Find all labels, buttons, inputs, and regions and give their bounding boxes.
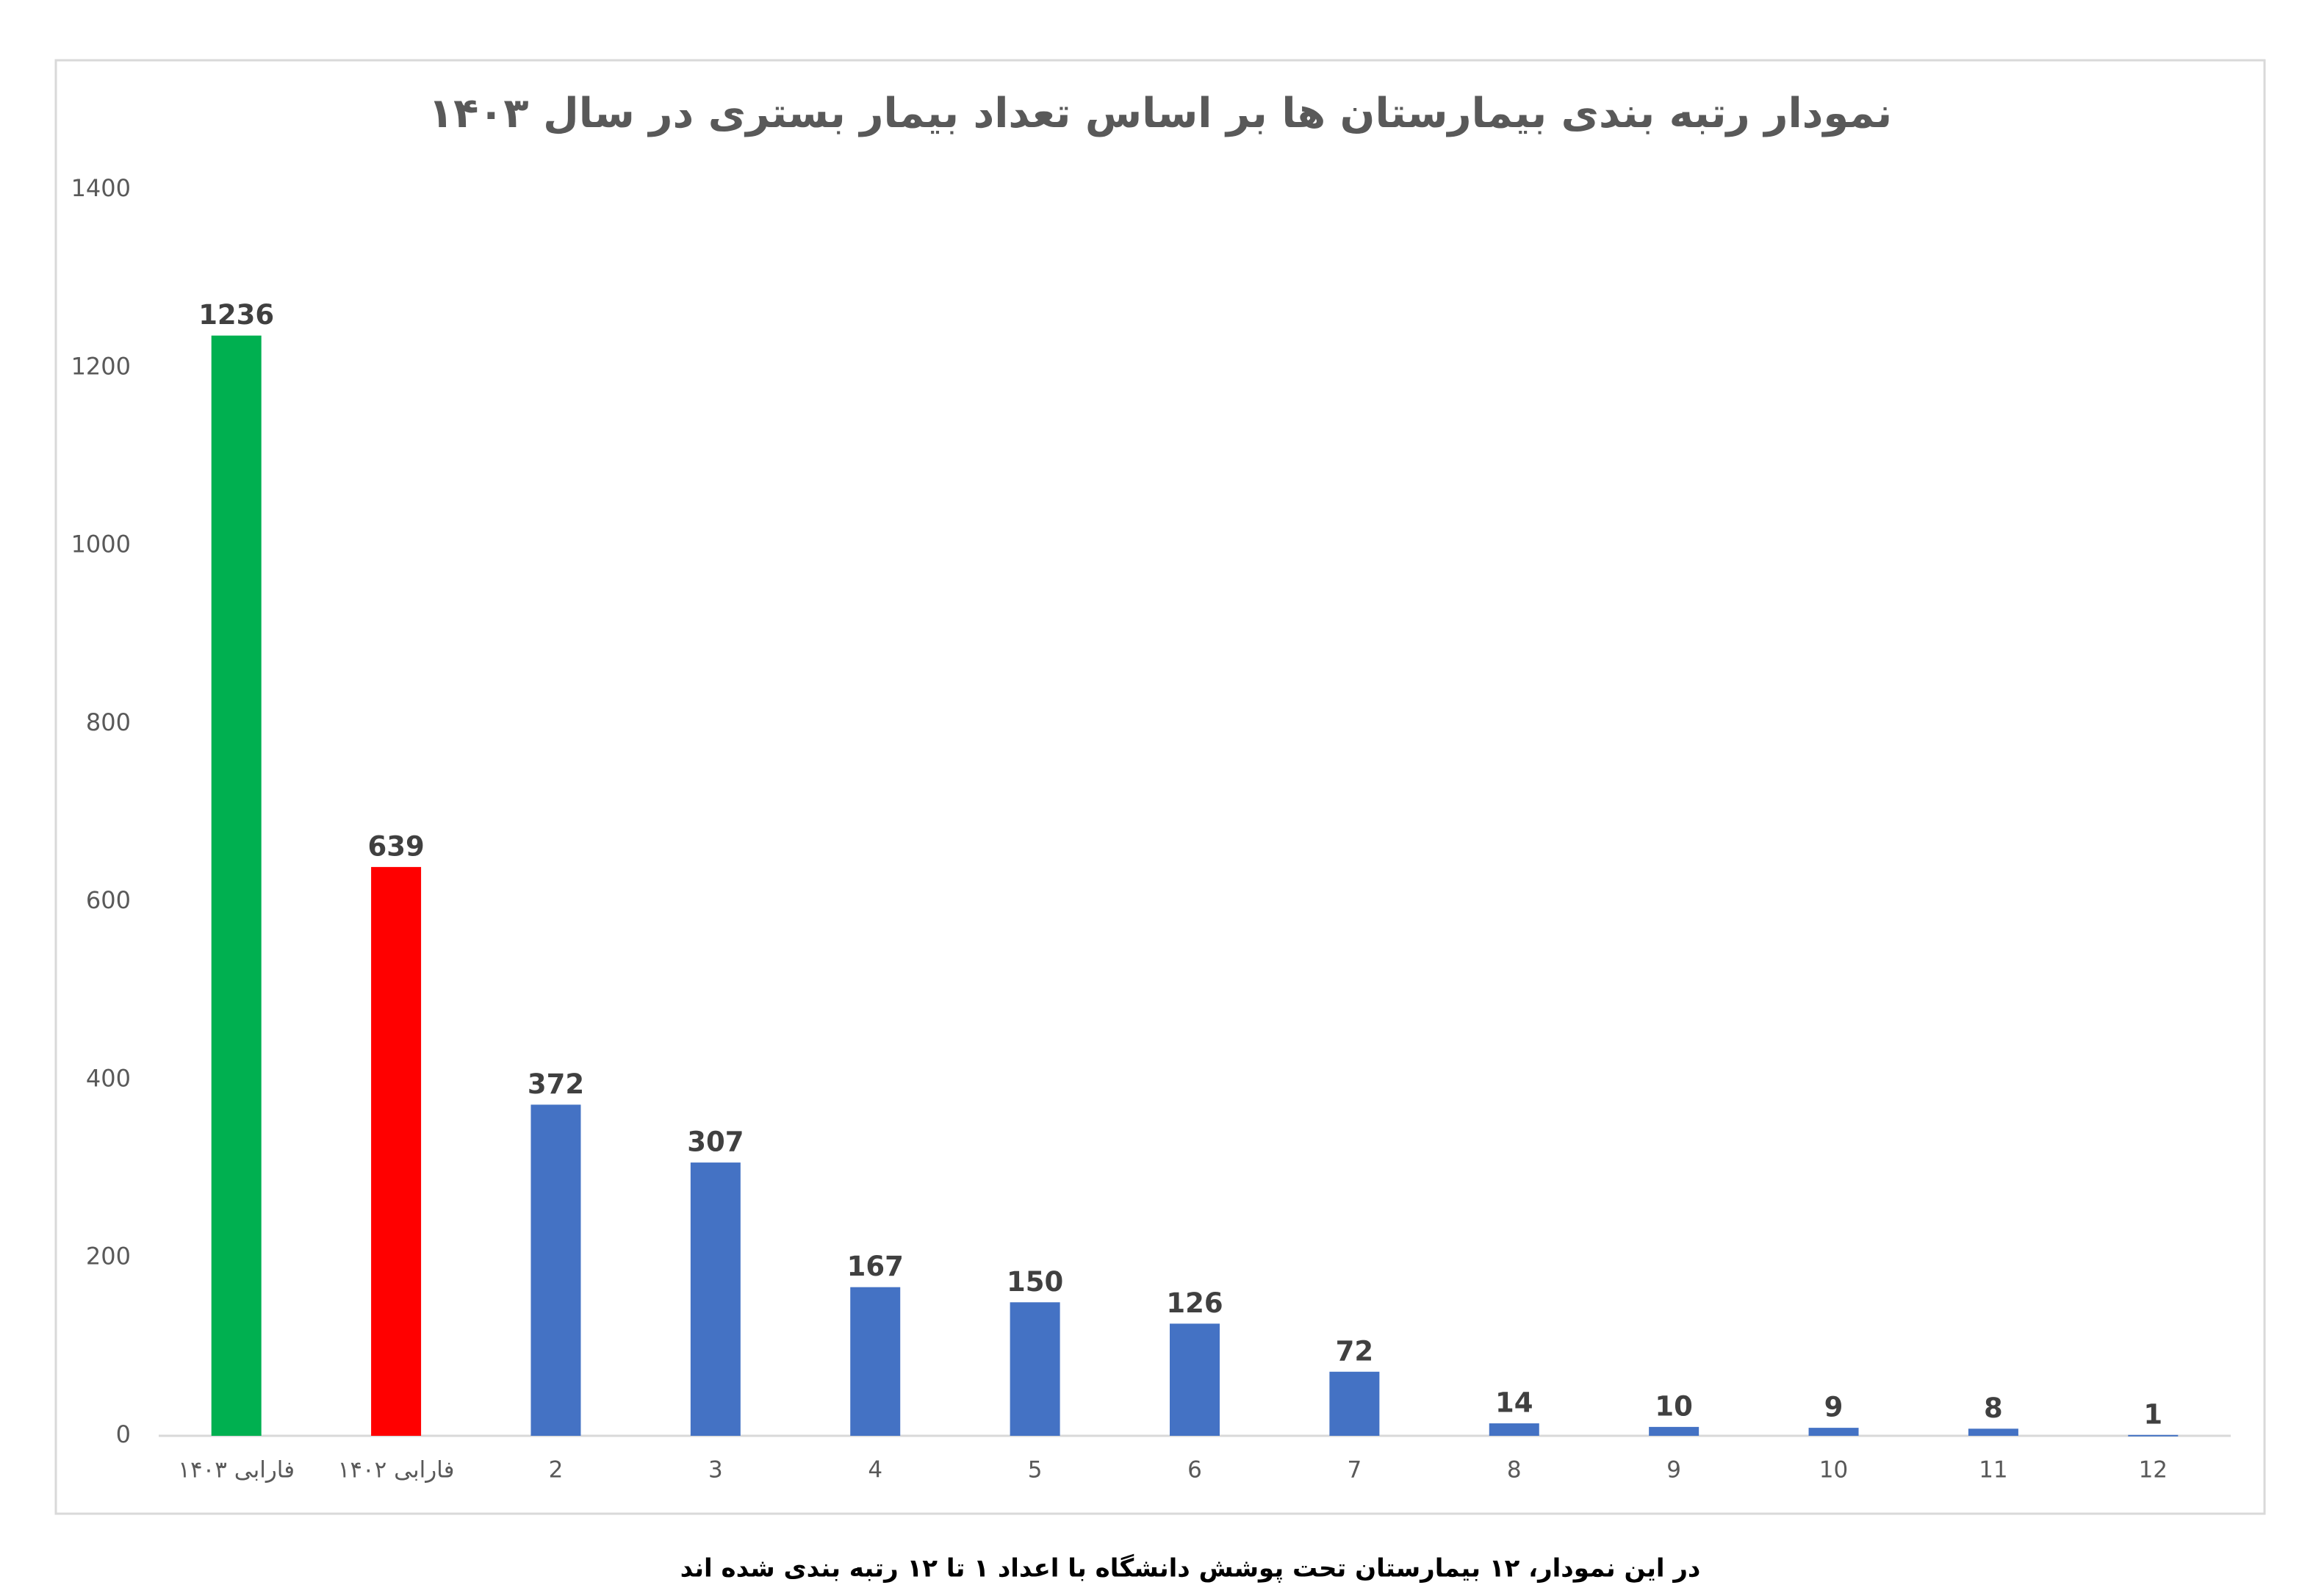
- x-tick-label: 6: [1187, 1457, 1202, 1484]
- data-label: 126: [1166, 1287, 1223, 1319]
- x-tick-label: 12: [2139, 1457, 2168, 1484]
- bar: [1808, 1428, 1859, 1436]
- bar: [850, 1287, 901, 1436]
- data-label: 372: [528, 1068, 584, 1100]
- y-tick-label: 400: [86, 1064, 131, 1092]
- x-tick-label: 5: [1028, 1457, 1043, 1484]
- x-tick-label: فارابی ۱۴۰۲: [338, 1457, 455, 1484]
- chart-title: نمودار رتبه بندی بیمارستان ها بر اساس تع…: [428, 90, 1892, 137]
- y-tick-label: 200: [86, 1243, 131, 1270]
- data-label: 307: [687, 1126, 744, 1158]
- y-tick-label: 1400: [71, 174, 131, 202]
- chart-frame: [54, 59, 2266, 1515]
- bar: [1489, 1423, 1539, 1436]
- x-tick-label: 4: [868, 1457, 882, 1484]
- data-label: 639: [367, 830, 424, 862]
- data-label: 10: [1655, 1390, 1693, 1422]
- y-tick-label: 0: [116, 1420, 131, 1448]
- bar: [2128, 1434, 2179, 1437]
- x-tick-label: 9: [1666, 1457, 1681, 1484]
- bar: [530, 1104, 581, 1436]
- data-label: 72: [1336, 1335, 1374, 1367]
- y-tick-label: 1200: [71, 352, 131, 380]
- data-label: 9: [1824, 1392, 1844, 1423]
- y-tick-label: 600: [86, 886, 131, 914]
- bar: [371, 866, 422, 1436]
- bar: [1170, 1323, 1220, 1436]
- y-tick-label: 800: [86, 708, 131, 736]
- bar: [1649, 1426, 1699, 1436]
- data-label: 1236: [198, 299, 274, 331]
- x-tick-label: 8: [1507, 1457, 1522, 1484]
- x-tick-label: 2: [549, 1457, 564, 1484]
- data-label: 14: [1495, 1387, 1533, 1419]
- bar: [1010, 1302, 1060, 1436]
- y-tick-label: 1000: [71, 531, 131, 558]
- bar: [211, 335, 262, 1436]
- data-label: 150: [1007, 1266, 1063, 1298]
- x-tick-label: 7: [1348, 1457, 1362, 1484]
- x-tick-label: 10: [1819, 1457, 1848, 1484]
- bar: [690, 1162, 741, 1436]
- bar: [1968, 1428, 2018, 1436]
- data-label: 1: [2143, 1398, 2162, 1430]
- x-tick-label: فارابی ۱۴۰۳: [178, 1457, 295, 1484]
- caption: در این نمودار، ۱۲ بیمارستان تحت پوشش دان…: [680, 1554, 1701, 1584]
- data-label: 8: [1984, 1392, 2003, 1424]
- x-tick-label: 11: [1979, 1457, 2007, 1484]
- bar: [1329, 1371, 1380, 1436]
- data-label: 167: [847, 1251, 904, 1282]
- x-tick-label: 3: [708, 1457, 723, 1484]
